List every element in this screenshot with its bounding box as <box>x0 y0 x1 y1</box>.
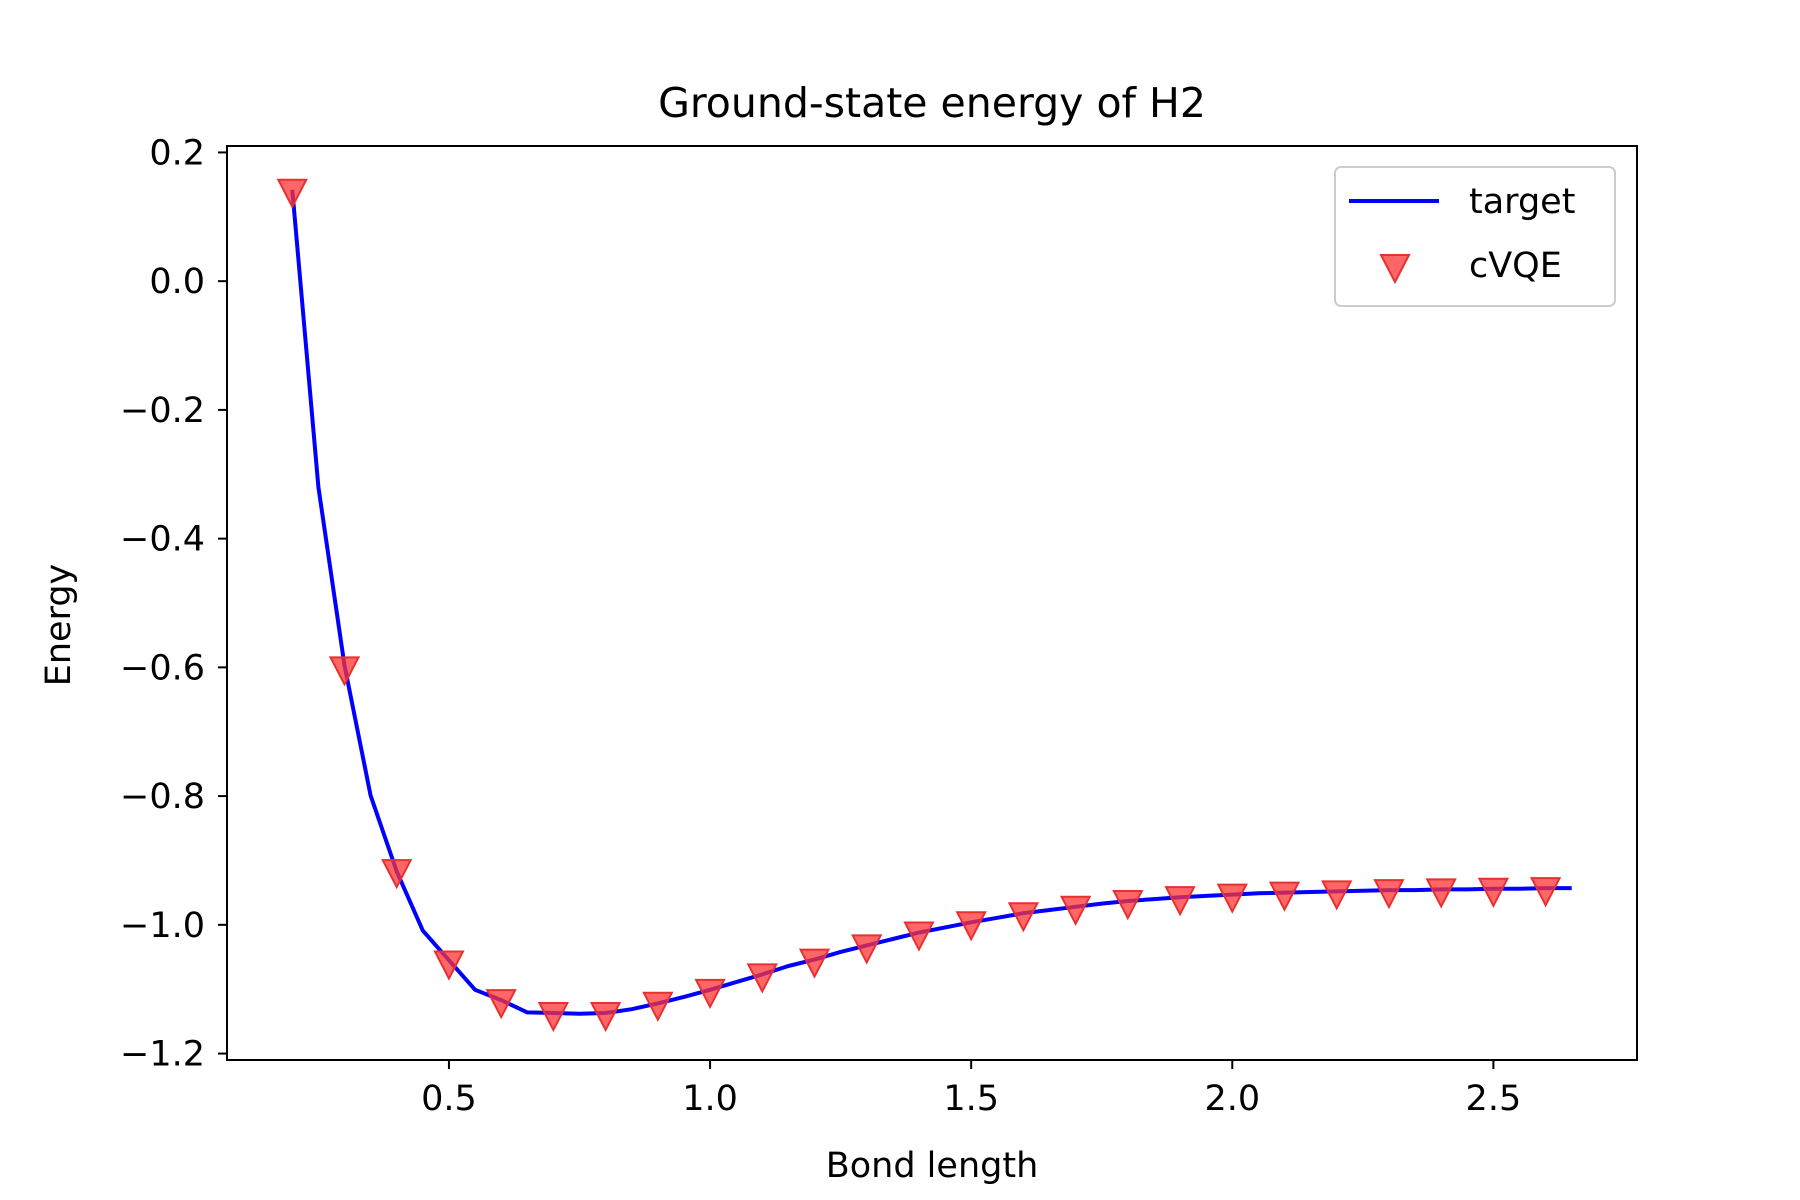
cvqe-point <box>1425 878 1457 909</box>
legend: target cVQE <box>1334 166 1616 307</box>
cvqe-point <box>746 963 778 994</box>
x-tick-label: 2.0 <box>1204 1079 1260 1119</box>
x-tick-label: 1.0 <box>682 1079 738 1119</box>
chart-title: Ground-state energy of H2 <box>658 79 1206 127</box>
y-axis-label: Energy <box>39 564 79 687</box>
cvqe-point <box>1059 895 1092 926</box>
cvqe-point <box>276 178 308 209</box>
cvqe-point <box>1373 879 1405 910</box>
cvqe-point <box>537 1002 570 1033</box>
y-tick-label: −0.6 <box>120 648 205 688</box>
y-tick-label: −1.0 <box>120 906 205 946</box>
x-tick-label: 0.5 <box>421 1079 477 1119</box>
cvqe-point <box>1321 880 1353 911</box>
y-tick-label: −1.2 <box>120 1035 205 1075</box>
y-tick-label: 0.2 <box>149 133 205 173</box>
cvqe-point <box>1112 890 1144 921</box>
cvqe-point <box>798 948 831 979</box>
cvqe-point <box>589 1002 622 1033</box>
legend-target-label: target <box>1469 182 1575 222</box>
y-tick-label: 0.0 <box>149 262 205 302</box>
cvqe-point <box>903 921 935 952</box>
y-tick-label: −0.4 <box>120 520 205 560</box>
cvqe-point <box>381 859 413 890</box>
cvqe-point <box>328 656 361 687</box>
cvqe-point <box>1529 877 1562 908</box>
ticks-layer: 0.5 1.0 1.5 2.0 2.5 0.2 0.0 −0.2 −0.4 −0.6 −0.8 −1.… <box>120 133 1521 1119</box>
cvqe-point <box>1007 902 1040 933</box>
cvqe-point <box>1216 883 1248 914</box>
cvqe-point <box>851 934 883 965</box>
cvqe-point <box>1164 886 1196 917</box>
cvqe-point <box>642 991 674 1022</box>
legend-cvqe-marker <box>1379 254 1411 285</box>
y-tick-label: −0.2 <box>120 391 205 431</box>
y-tick-label: −0.8 <box>120 777 205 817</box>
x-tick-label: 2.5 <box>1466 1079 1522 1119</box>
x-axis-label: Bond length <box>826 1146 1039 1186</box>
cvqe-point <box>955 911 987 942</box>
cvqe-point <box>1268 881 1301 912</box>
legend-cvqe-label: cVQE <box>1469 246 1562 286</box>
plot-layer <box>276 178 1572 1033</box>
cvqe-point <box>433 950 465 981</box>
cvqe-point <box>1477 877 1510 908</box>
plot-frame <box>226 145 1638 1061</box>
cvqe-point <box>694 978 726 1010</box>
cvqe-point <box>485 989 517 1020</box>
x-tick-label: 1.5 <box>943 1079 999 1119</box>
